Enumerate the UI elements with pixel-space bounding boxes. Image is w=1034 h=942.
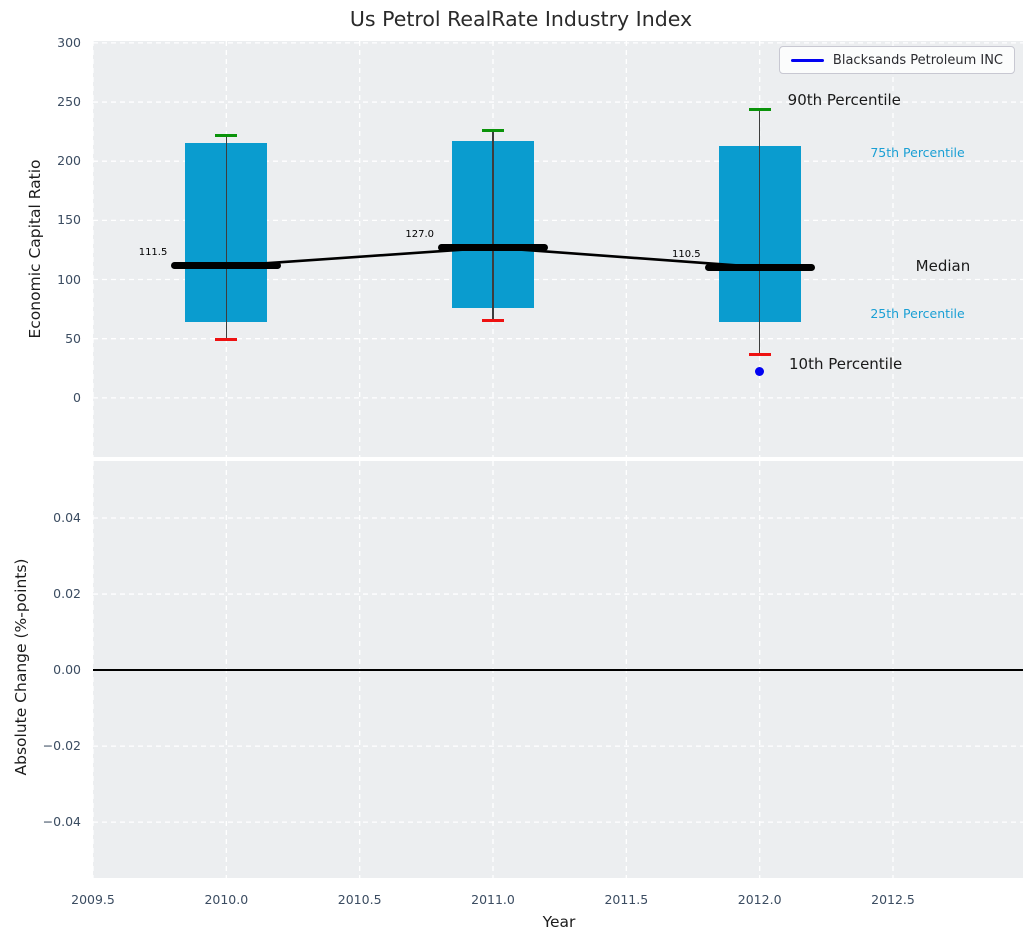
y-tick-label: 50 — [65, 330, 81, 346]
y-tick-label: 0.04 — [53, 510, 81, 526]
y-tick-label: −0.04 — [42, 814, 81, 830]
axes-absolute-change — [93, 461, 1023, 878]
whisker-cap-90th — [215, 133, 238, 137]
zero-line — [93, 669, 1023, 671]
x-tick-label: 2012.5 — [871, 892, 915, 907]
legend-label: Blacksands Petroleum INC — [832, 52, 1003, 68]
whisker-line — [492, 130, 494, 321]
y-tick-label: 0.00 — [53, 662, 81, 678]
whisker-cap-10th — [215, 338, 238, 342]
median-bar — [704, 263, 815, 271]
annotation-median: Median — [915, 256, 971, 275]
y-tick-label: 150 — [57, 212, 81, 228]
median-value-label: 110.5 — [672, 248, 701, 260]
x-tick-label: 2011.0 — [471, 892, 515, 907]
annotation-75th-percentile: 75th Percentile — [870, 145, 965, 161]
median-value-label: 111.5 — [138, 247, 168, 259]
legend-line-sample — [790, 58, 824, 62]
x-axis-label: Year — [542, 913, 576, 931]
axes-economic-capital-ratio: 111.5 127.0 110.5 90th Percentile 75th Perce… — [93, 41, 1023, 457]
annotation-90th-percentile: 90th Percentile — [787, 90, 901, 109]
y-tick-label: 0 — [73, 389, 81, 405]
company-data-point — [755, 367, 765, 377]
whisker-cap-90th — [748, 107, 771, 111]
x-tick-label: 2009.5 — [71, 892, 115, 907]
x-tick-label: 2010.0 — [204, 892, 249, 907]
x-tick-label: 2011.5 — [604, 892, 649, 907]
y-tick-label: 0.02 — [53, 586, 81, 602]
x-tick-label: 2012.0 — [737, 892, 782, 907]
y-tick-label: 100 — [57, 271, 81, 287]
median-bar — [438, 244, 548, 252]
chart-title: Us Petrol RealRate Industry Index — [349, 7, 693, 31]
y-tick-label: 250 — [57, 94, 81, 110]
whisker-cap-90th — [482, 128, 504, 132]
median-bar — [171, 262, 282, 270]
whisker-line — [225, 135, 227, 340]
y-tick-label: −0.02 — [42, 738, 81, 754]
y-tick-label: 200 — [57, 153, 81, 169]
x-tick-label: 2010.5 — [337, 892, 382, 907]
y-axis-label-top: Economic Capital Ratio — [26, 159, 44, 339]
annotation-10th-percentile: 10th Percentile — [789, 354, 903, 373]
legend: Blacksands Petroleum INC — [778, 46, 1015, 74]
median-value-label: 127.0 — [405, 229, 434, 241]
annotation-25th-percentile: 25th Percentile — [870, 306, 965, 322]
y-tick-label: 300 — [57, 34, 81, 50]
whisker-line — [759, 109, 761, 355]
whisker-cap-10th — [482, 319, 504, 323]
whisker-cap-10th — [748, 352, 771, 356]
